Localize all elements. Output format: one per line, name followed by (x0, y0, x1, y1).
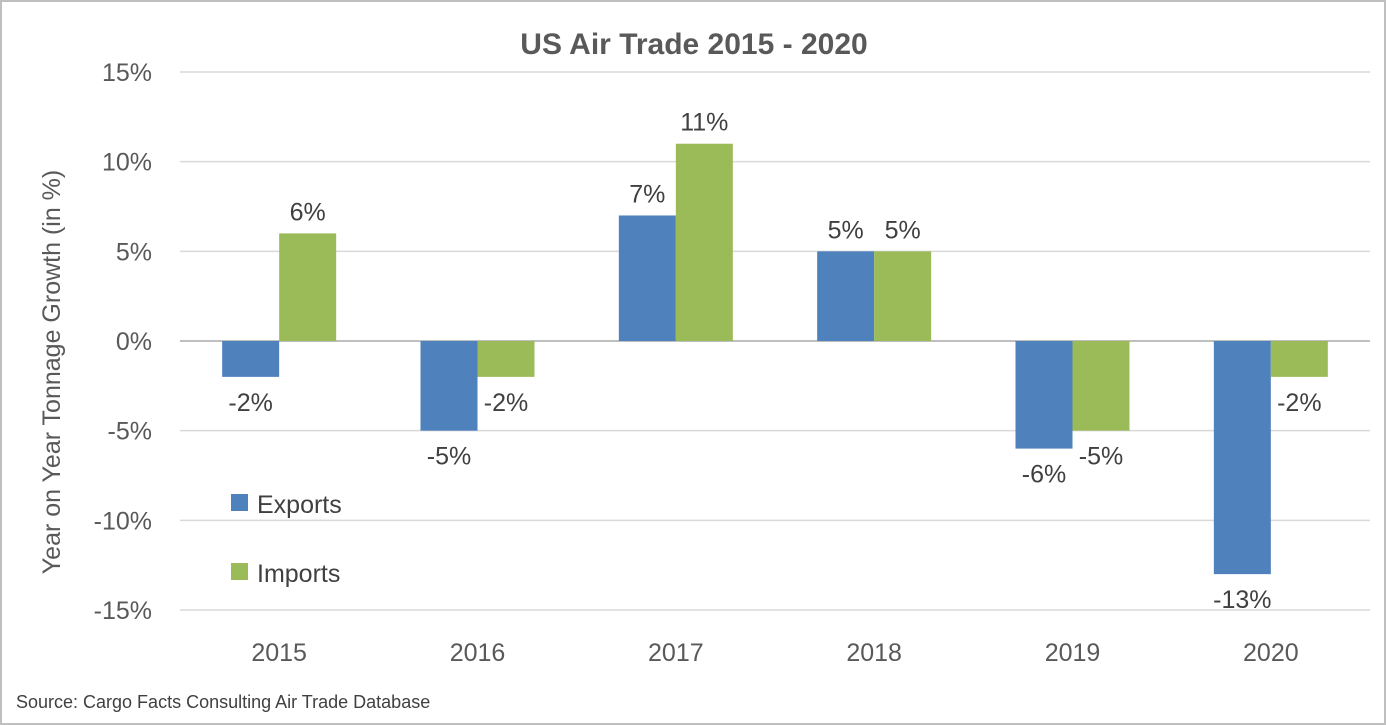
legend-swatch-exports (231, 494, 248, 511)
x-category-label: 2020 (1243, 639, 1299, 667)
bar-imports-2016 (477, 341, 535, 377)
legend-label-imports: Imports (257, 560, 340, 588)
data-label-exports-2015: -2% (228, 389, 272, 417)
data-label-imports-2020: -2% (1277, 389, 1321, 417)
bar-exports-2019 (1015, 341, 1073, 449)
bar-imports-2018 (874, 251, 932, 341)
chart-title: US Air Trade 2015 - 2020 (520, 28, 867, 61)
legend-label-exports: Exports (257, 491, 342, 519)
y-tick-label: 15% (102, 59, 152, 87)
y-axis-label: Year on Year Tonnage Growth (in %) (38, 170, 66, 574)
y-tick-label: -15% (94, 597, 152, 625)
y-tick-label: -10% (94, 507, 152, 535)
legend: Exports Imports (231, 491, 342, 588)
x-category-label: 2019 (1045, 639, 1101, 667)
x-category-label: 2016 (450, 639, 506, 667)
data-label-imports-2017: 11% (680, 109, 728, 137)
data-label-imports-2019: -5% (1079, 443, 1123, 471)
y-tick-label: -5% (108, 418, 152, 446)
x-category-label: 2018 (846, 639, 902, 667)
x-category-label: 2017 (648, 639, 704, 667)
data-label-exports-2019: -6% (1022, 461, 1066, 489)
y-tick-label: 0% (116, 328, 152, 356)
bars (222, 143, 1328, 575)
legend-swatch-imports (231, 563, 248, 580)
data-label-exports-2016: -5% (427, 443, 471, 471)
bar-exports-2015 (222, 341, 280, 377)
x-category-label: 2015 (251, 639, 307, 667)
bar-imports-2015 (279, 233, 337, 341)
y-tick-label: 5% (116, 238, 152, 266)
source-note: Source: Cargo Facts Consulting Air Trade… (16, 692, 430, 712)
data-label-imports-2015: 6% (290, 198, 326, 226)
gridlines (180, 71, 1370, 611)
x-axis-categories: 2015 2016 2017 2018 2019 2020 (251, 639, 1298, 667)
bar-exports-2017 (618, 215, 676, 341)
data-label-exports-2020: -13% (1213, 586, 1271, 614)
bar-imports-2020 (1270, 341, 1328, 377)
y-tick-label: 10% (102, 149, 152, 177)
bar-imports-2017 (675, 143, 733, 341)
data-label-imports-2018: 5% (885, 216, 921, 244)
bar-exports-2020 (1213, 341, 1271, 575)
y-axis-ticks: 15% 10% 5% 0% -5% -10% -15% (94, 59, 152, 625)
data-label-imports-2016: -2% (484, 389, 528, 417)
bar-imports-2019 (1072, 341, 1130, 431)
bar-exports-2016 (420, 341, 478, 431)
bar-exports-2018 (817, 251, 875, 341)
data-label-exports-2018: 5% (828, 216, 864, 244)
data-label-exports-2017: 7% (629, 180, 665, 208)
data-labels: -2% 6% -5% -2% 7% 11% 5% 5% -6% -5% -13% -2% (228, 109, 1321, 614)
